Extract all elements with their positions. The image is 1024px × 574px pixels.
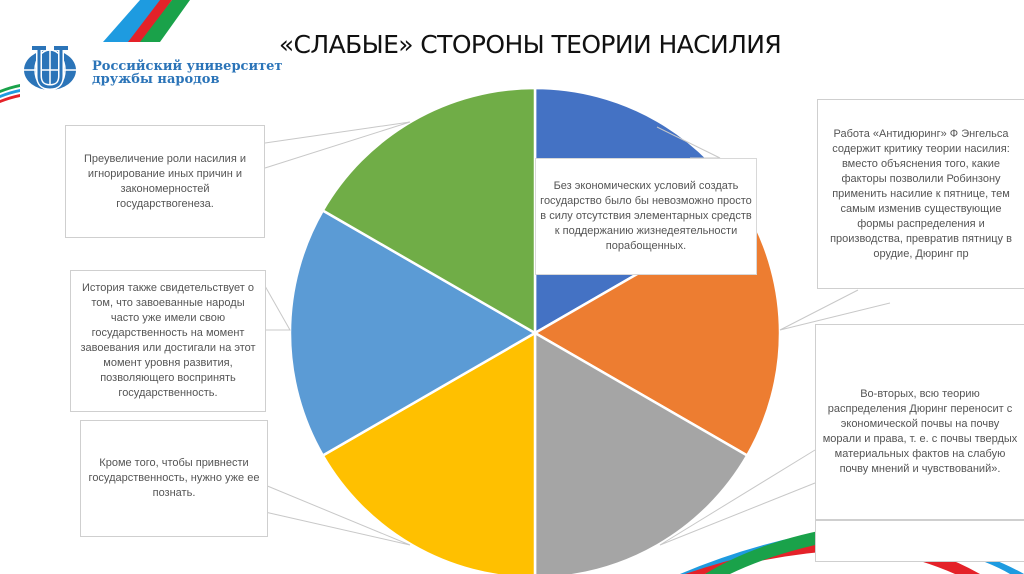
pie-slice-4	[321, 330, 537, 574]
pie-slice-3	[533, 330, 749, 574]
logo-line-2: дружбы народов	[92, 72, 220, 87]
flag-swoosh-top-icon	[103, 0, 190, 42]
bottom-right-blank-box	[815, 520, 1024, 562]
callout-center-text: Без экономических условий создать госуда…	[540, 180, 752, 252]
callout-bottom-right: Во-вторых, всю теорию распределения Дюри…	[815, 324, 1024, 520]
pie-slice-5	[288, 208, 538, 458]
university-logo-text: Российский университет дружбы народов	[92, 60, 283, 86]
callout-top-left: Преувеличение роли насилия и игнорирован…	[65, 125, 265, 238]
callout-bottom-right-text: Во-вторых, всю теорию распределения Дюри…	[822, 388, 1018, 475]
slide-title: «СЛАБЫЕ» СТОРОНЫ ТЕОРИИ НАСИЛИЯ	[278, 30, 782, 59]
callout-center: Без экономических условий создать госуда…	[535, 158, 757, 275]
callout-bottom-left-text: Кроме того, чтобы привнести государствен…	[88, 457, 260, 499]
callout-top-right: Работа «Антидюринг» Ф Энгельса содержит …	[817, 99, 1024, 289]
callout-middle-left: История также свидетельствует о том, что…	[70, 270, 266, 412]
logo-line-1: Российский университет	[92, 59, 283, 74]
pie-slice-6	[321, 86, 537, 336]
university-emblem-icon	[24, 46, 76, 91]
callout-top-left-text: Преувеличение роли насилия и игнорирован…	[84, 152, 246, 210]
callout-bottom-left: Кроме того, чтобы привнести государствен…	[80, 420, 268, 537]
callout-top-right-text: Работа «Антидюринг» Ф Энгельса содержит …	[830, 127, 1012, 260]
callout-middle-left-text: История также свидетельствует о том, что…	[80, 282, 256, 399]
flag-swoosh-left-icon	[0, 84, 20, 103]
